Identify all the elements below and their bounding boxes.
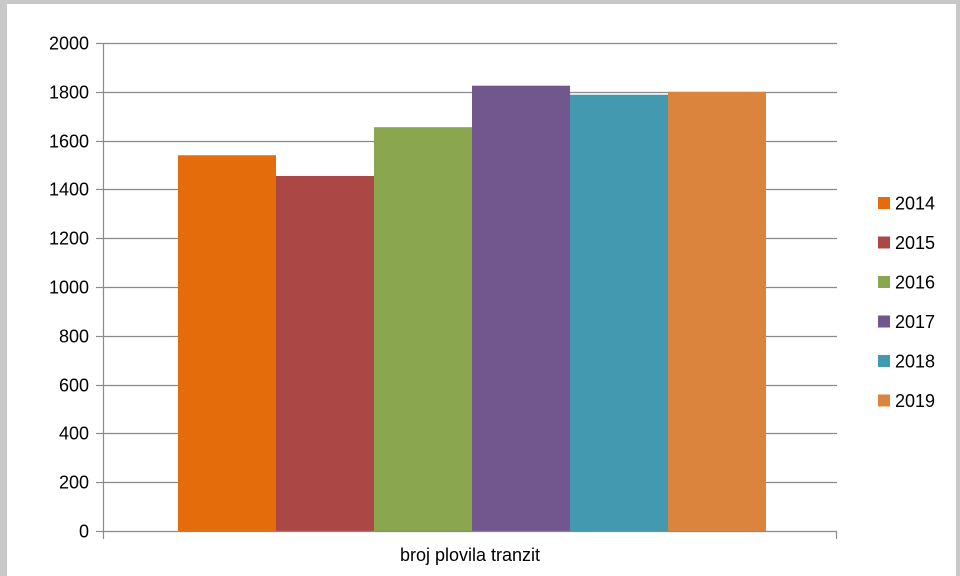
bar-2019 xyxy=(668,91,766,532)
legend-item-2019: 2019 xyxy=(878,391,935,411)
legend-item-2018: 2018 xyxy=(878,352,935,372)
y-tick-labels: 0 200 400 600 800 1000 1200 1400 1600 1800 2000 xyxy=(49,34,89,542)
bar-2017 xyxy=(472,85,570,531)
y-tick-label: 400 xyxy=(59,424,89,444)
y-tick-label: 2000 xyxy=(49,34,89,54)
bar-2015 xyxy=(276,175,374,532)
legend-item-2015: 2015 xyxy=(878,233,935,253)
legend: 2014 2015 2016 2017 2018 2019 xyxy=(878,194,935,411)
legend-item-2017: 2017 xyxy=(878,312,935,332)
legend-swatch xyxy=(878,394,890,407)
y-tick-label: 1200 xyxy=(49,229,89,249)
legend-swatch xyxy=(878,355,890,367)
y-tick-label: 1600 xyxy=(49,132,89,152)
axes xyxy=(96,42,838,539)
legend-label: 2015 xyxy=(895,233,935,253)
bar-2016 xyxy=(374,127,472,532)
y-tick-label: 1400 xyxy=(49,180,89,200)
legend-label: 2014 xyxy=(895,194,935,214)
legend-swatch xyxy=(878,197,890,209)
y-tick-label: 600 xyxy=(59,376,89,396)
legend-swatch xyxy=(878,236,890,249)
bar-2018 xyxy=(570,94,668,531)
x-category-label: broj plovila tranzit xyxy=(400,545,540,565)
y-tick-label: 1800 xyxy=(49,83,89,103)
legend-label: 2016 xyxy=(895,273,935,293)
legend-item-2016: 2016 xyxy=(878,273,935,293)
legend-item-2014: 2014 xyxy=(878,194,935,214)
y-tick-label: 1000 xyxy=(49,278,89,298)
y-tick-label: 200 xyxy=(59,473,89,493)
legend-swatch xyxy=(878,276,890,288)
x-category-labels: broj plovila tranzit xyxy=(400,545,540,565)
y-tick-label: 0 xyxy=(79,522,89,542)
legend-swatch xyxy=(878,315,890,328)
legend-label: 2017 xyxy=(895,312,935,332)
legend-label: 2019 xyxy=(895,391,935,411)
y-tick-label: 800 xyxy=(59,327,89,347)
bars xyxy=(178,85,766,532)
bar-2014 xyxy=(178,155,276,532)
legend-label: 2018 xyxy=(895,352,935,372)
